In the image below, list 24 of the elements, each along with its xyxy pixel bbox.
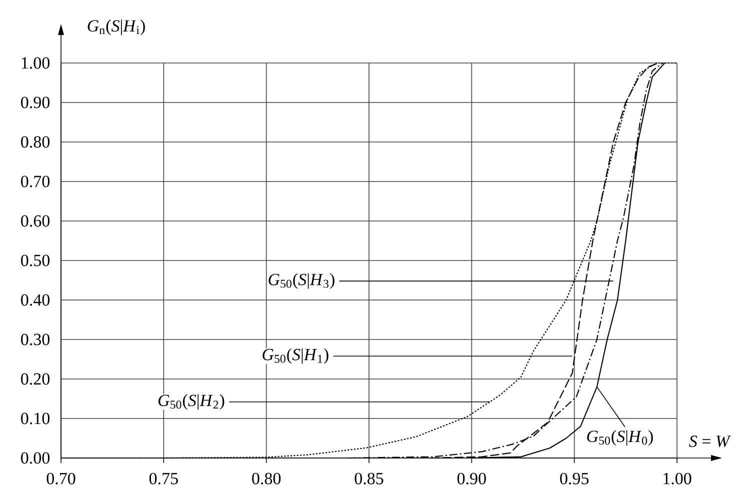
y-tick-label: 0.70 [21,176,50,188]
y-tick-label: 0.30 [21,334,50,346]
x-tick-label: 0.80 [252,472,281,484]
y-tick-label: 0.10 [21,412,50,424]
y-tick-label: 0.50 [21,254,50,266]
x-tick-label: 0.90 [457,472,486,484]
y-tick-label: 0.40 [21,294,50,306]
y-tick-label: 0.90 [21,96,50,108]
annotation: G$_{50}$(S|H$_{1}$) [262,348,328,364]
x-tick-label: 1.00 [664,472,692,484]
x-tick-label: 0.95 [560,472,589,484]
y-tick-label: 1.00 [22,57,50,69]
y-tick-label: 0.80 [21,136,50,148]
x-tick-label: 0.70 [46,472,76,484]
y-tick-label: 0.00 [21,452,50,464]
y-axis-title: G$_{n}$(S|H$_{i}$) [88,20,145,36]
annotation: G$_{50}$(S|H$_{3}$) [268,273,334,289]
y-tick-label: 0.20 [21,373,50,385]
y-tick-label: 0.60 [21,215,50,227]
annotation: G$_{50}$(S|H$_{2}$) [158,394,224,410]
x-axis-title: S = W [689,436,731,448]
x-tick-label: 0.75 [149,472,178,484]
annotation: G$_{50}$(S|H$_{0}$) [587,430,653,446]
x-tick-label: 0.85 [354,472,384,484]
